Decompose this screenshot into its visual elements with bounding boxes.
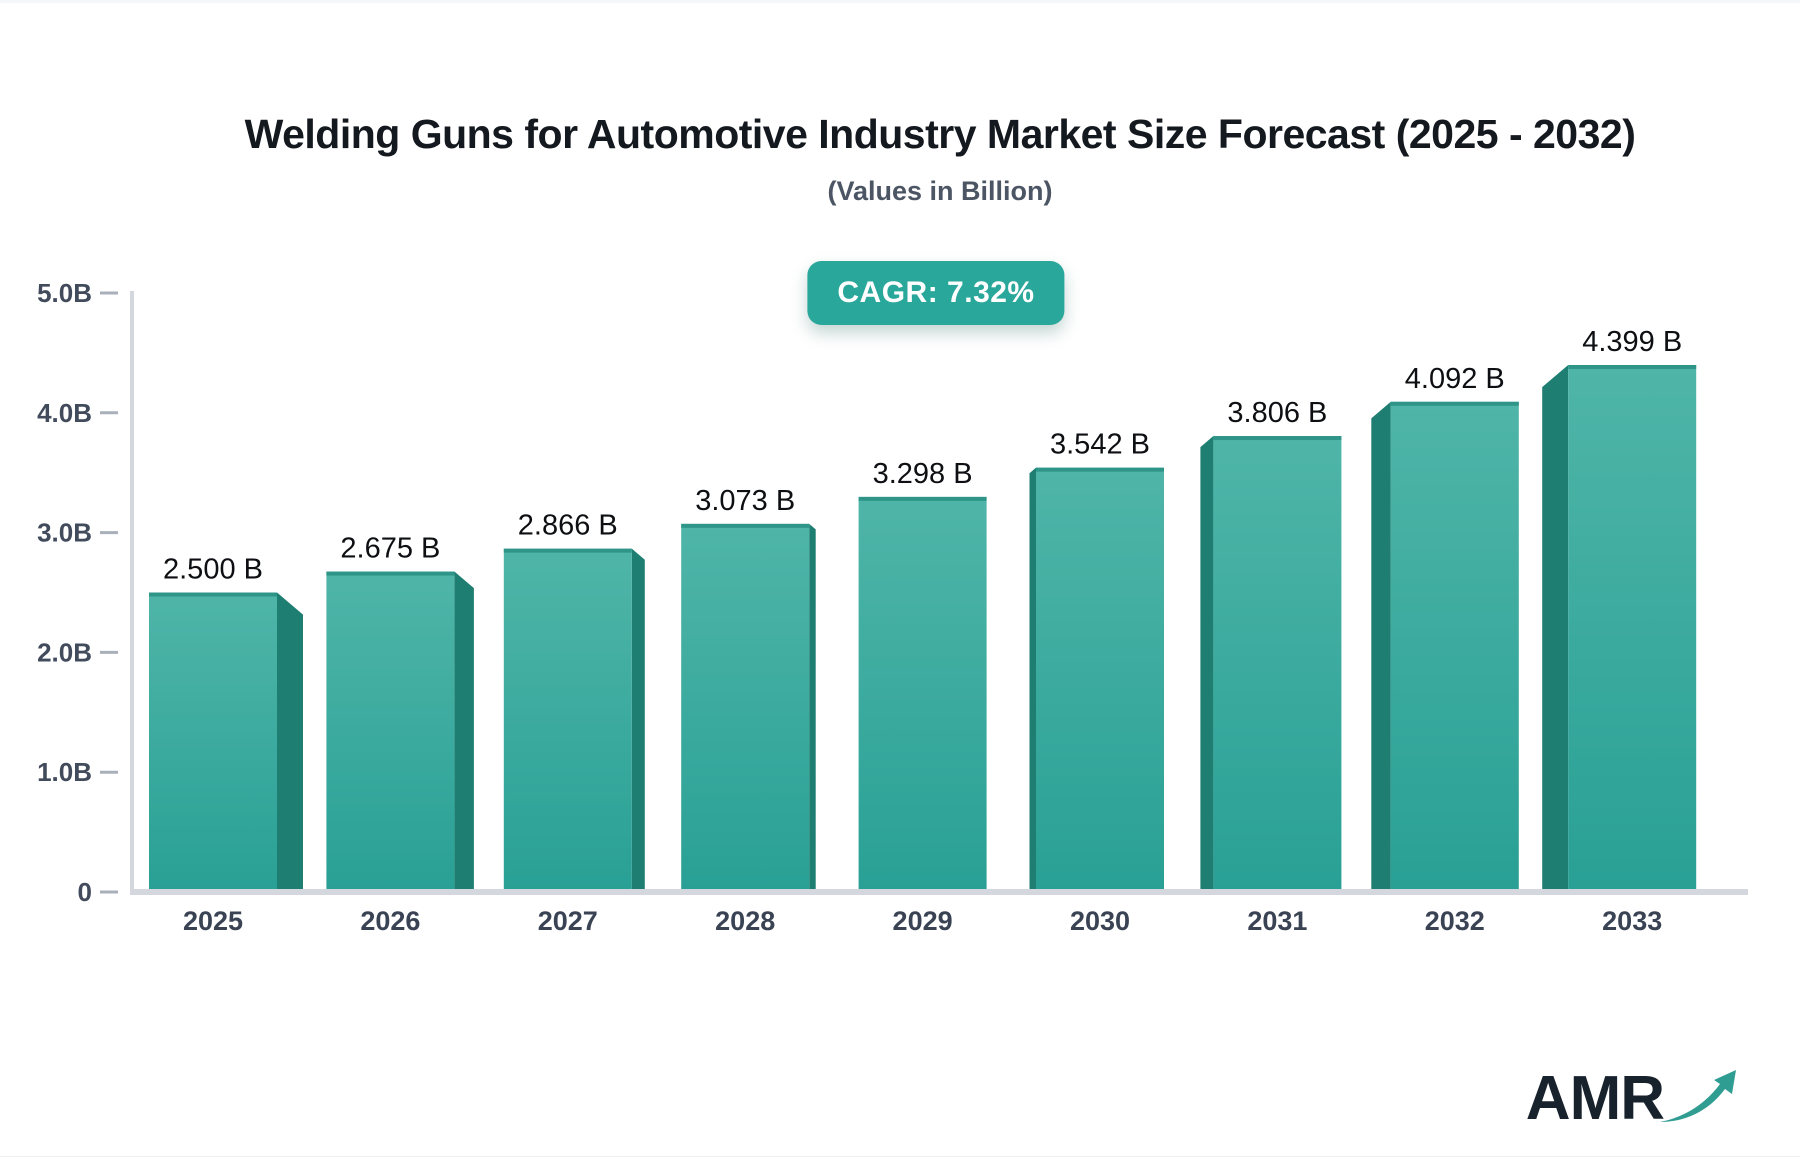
chart-header: Welding Guns for Automotive Industry Mar… (245, 111, 1636, 207)
x-tick-label: 2033 (1602, 906, 1662, 936)
x-tick-label: 2027 (538, 906, 598, 936)
bar-top-edge (326, 571, 455, 576)
bar-value-label: 3.298 B (873, 458, 973, 490)
bar-chart: 0 1.0B 2.0B 3.0B 4.0B 5.0B 2.500 B 2025 2.675 B 2… (0, 3, 1800, 1159)
bar-side (1029, 467, 1036, 892)
bar-top-edge (1213, 436, 1342, 441)
bar-face (1213, 436, 1342, 892)
bar-face (858, 496, 987, 892)
y-tick-label: 3.0B (37, 518, 92, 548)
y-tick-label: 1.0B (37, 757, 92, 787)
page-title: Welding Guns for Automotive Industry Mar… (244, 111, 1636, 157)
bar-face (503, 548, 632, 892)
x-tick-label: 2029 (893, 906, 953, 936)
y-tick-label: 0 (78, 877, 92, 907)
bar-face (1036, 467, 1164, 892)
bar-side (1542, 364, 1569, 893)
amr-logo-text: AMR (1525, 1064, 1665, 1133)
cagr-badge: CAGR: 7.32% (807, 261, 1065, 325)
bar-side (1200, 436, 1214, 892)
x-tick-label: 2032 (1425, 906, 1485, 936)
y-tick-label: 5.0B (37, 278, 92, 308)
bar-value-label: 3.806 B (1227, 397, 1327, 429)
bar-face (1568, 364, 1697, 893)
bar-side (454, 571, 474, 892)
bar-top-edge (1036, 467, 1164, 472)
bar-top-edge (858, 496, 987, 501)
bar-face (326, 571, 455, 892)
y-tick-label: 4.0B (37, 398, 92, 428)
x-tick-label: 2025 (183, 906, 243, 936)
bar-side (277, 592, 303, 892)
bar-face (1390, 401, 1519, 892)
growth-arrow-icon (1660, 1070, 1736, 1122)
bar-side (631, 548, 645, 892)
x-tick-label: 2026 (360, 906, 420, 936)
bar-side (1371, 401, 1391, 892)
bar-top-edge (503, 548, 632, 553)
bar-chart-canvas: 0 1.0B 2.0B 3.0B 4.0B 5.0B 2.500 B 2025 2.675 B 2… (37, 278, 1748, 936)
bar-value-label: 2.675 B (340, 533, 440, 565)
bar-face (681, 523, 810, 892)
bar-face (149, 592, 277, 892)
bar-value-label: 3.073 B (695, 485, 795, 517)
bar-side (809, 523, 816, 892)
bar-top-edge (149, 592, 277, 597)
x-tick-label: 2031 (1247, 906, 1307, 936)
bar-top-edge (1390, 401, 1519, 406)
x-tick-label: 2028 (715, 906, 775, 936)
chart-subtitle: (Values in Billion) (827, 176, 1053, 206)
y-tick-label: 2.0B (37, 637, 92, 667)
bar-value-label: 4.399 B (1582, 326, 1682, 358)
bar-top-edge (1568, 364, 1697, 369)
x-tick-label: 2030 (1070, 906, 1130, 936)
bar-value-label: 2.866 B (518, 510, 618, 542)
amr-logo: AMR (1526, 1068, 1738, 1130)
bar-value-label: 4.092 B (1405, 363, 1505, 395)
bar-top-edge (681, 523, 810, 528)
bar-value-label: 2.500 B (163, 554, 263, 586)
bar-value-label: 3.542 B (1050, 429, 1150, 461)
